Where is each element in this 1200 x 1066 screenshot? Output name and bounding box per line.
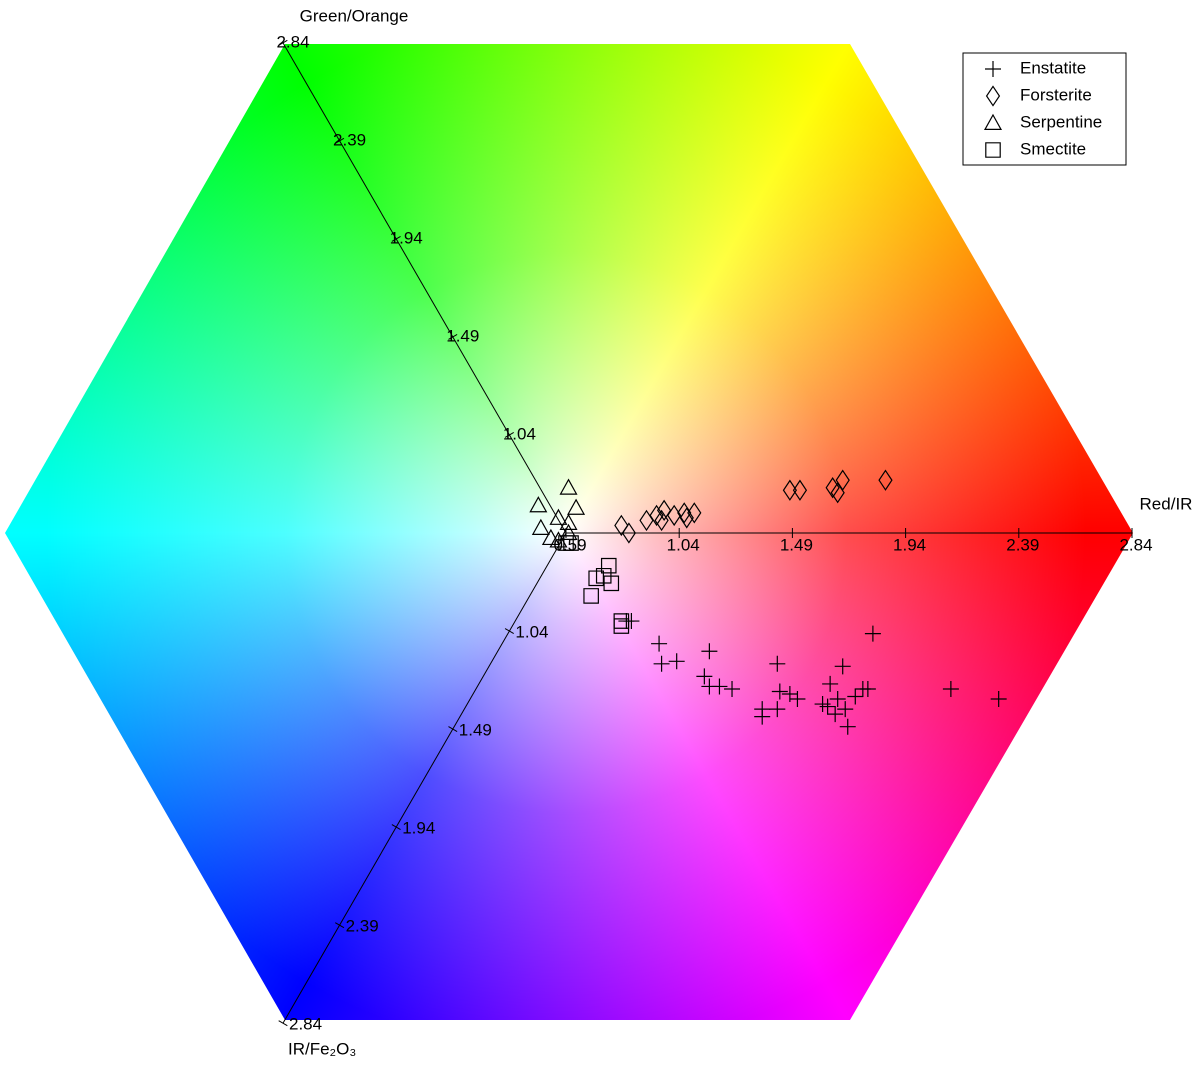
point-cross — [724, 680, 741, 697]
point-square — [613, 613, 630, 629]
point-triangle — [559, 513, 578, 530]
tick-label: 1.94 — [390, 228, 423, 247]
tick-mark — [448, 333, 458, 340]
point-square — [603, 575, 620, 592]
legend-label: Enstatite — [1020, 58, 1086, 77]
tick-label: 2.39 — [1006, 535, 1039, 554]
point-cross — [822, 675, 839, 692]
point-triangle — [529, 496, 548, 513]
point-diamond — [639, 509, 654, 532]
tick-mark — [448, 726, 458, 733]
tick-label: 1.94 — [893, 535, 926, 554]
point-cross — [834, 658, 851, 675]
point-cross — [859, 680, 876, 697]
point-cross — [668, 653, 685, 670]
tick-label: 1.04 — [503, 424, 536, 443]
point-diamond — [830, 482, 845, 504]
legend-marker — [985, 85, 1001, 107]
point-cross — [771, 683, 788, 700]
tick-mark — [391, 824, 401, 831]
tick-label: 1.94 — [402, 819, 435, 838]
tick-label: 2.84 — [1119, 535, 1152, 554]
axis-title: Red/IR — [1140, 494, 1193, 513]
tick-mark — [504, 432, 514, 438]
point-square — [558, 535, 574, 551]
tick-label: 2.39 — [346, 917, 379, 936]
point-cross — [769, 701, 786, 718]
point-diamond — [782, 479, 798, 501]
point-cross — [942, 680, 959, 697]
point-cross — [864, 625, 881, 642]
tick-mark — [504, 628, 514, 634]
axis-title: Green/Orange — [300, 6, 409, 25]
point-diamond — [878, 469, 893, 491]
axis-line — [282, 532, 567, 1024]
point-diamond — [614, 514, 629, 537]
point-cross — [711, 678, 728, 695]
point-cross — [653, 655, 670, 672]
tick-label: 1.49 — [459, 721, 492, 740]
point-square — [588, 570, 604, 587]
tick-mark — [335, 922, 345, 929]
point-cross — [651, 635, 668, 652]
point-diamond — [654, 509, 669, 532]
tick-mark — [335, 137, 345, 144]
tick-mark — [391, 235, 401, 242]
point-cross — [701, 643, 718, 660]
legend-box — [962, 52, 1127, 166]
tick-label: 1.49 — [446, 326, 479, 345]
legend-marker — [983, 113, 1003, 130]
point-diamond — [656, 499, 672, 522]
tick-label: 1.49 — [780, 535, 813, 554]
legend-marker — [985, 61, 1001, 77]
point-triangle — [549, 508, 568, 525]
point-triangle — [559, 478, 578, 495]
point-diamond — [679, 507, 694, 529]
point-triangle — [541, 528, 560, 546]
tick-label: 2.39 — [333, 130, 366, 149]
point-square — [595, 567, 612, 584]
point-cross — [754, 708, 771, 725]
tick-label: 2.84 — [276, 32, 309, 51]
point-triangle — [531, 518, 550, 535]
point-diamond — [792, 479, 808, 501]
legend-label: Smectite — [1020, 139, 1086, 158]
point-triangle — [559, 523, 578, 540]
point-cross — [623, 613, 640, 630]
tick-label: 1.04 — [515, 623, 548, 642]
point-cross — [837, 701, 854, 718]
tick-label: 2.84 — [289, 1015, 322, 1034]
axis-line — [282, 42, 567, 534]
point-cross — [990, 691, 1007, 708]
legend-label: Serpentine — [1020, 112, 1102, 131]
legend-label: Forsterite — [1020, 85, 1092, 104]
point-cross — [839, 718, 856, 735]
point-cross — [769, 655, 786, 672]
tick-mark — [278, 39, 288, 46]
axis-title: IR/Fe₂O₃ — [288, 1039, 356, 1058]
point-cross — [829, 691, 846, 708]
point-diamond — [677, 502, 692, 524]
legend-marker — [985, 142, 1001, 158]
point-square — [583, 588, 599, 604]
point-cross — [696, 668, 713, 685]
tick-label: 1.04 — [667, 535, 700, 554]
point-triangle — [567, 498, 586, 515]
point-cross — [819, 698, 836, 715]
point-cross — [847, 688, 864, 705]
point-cross — [789, 691, 806, 708]
tick-mark — [278, 1020, 288, 1027]
point-diamond — [687, 502, 702, 524]
point-cross — [827, 706, 844, 723]
